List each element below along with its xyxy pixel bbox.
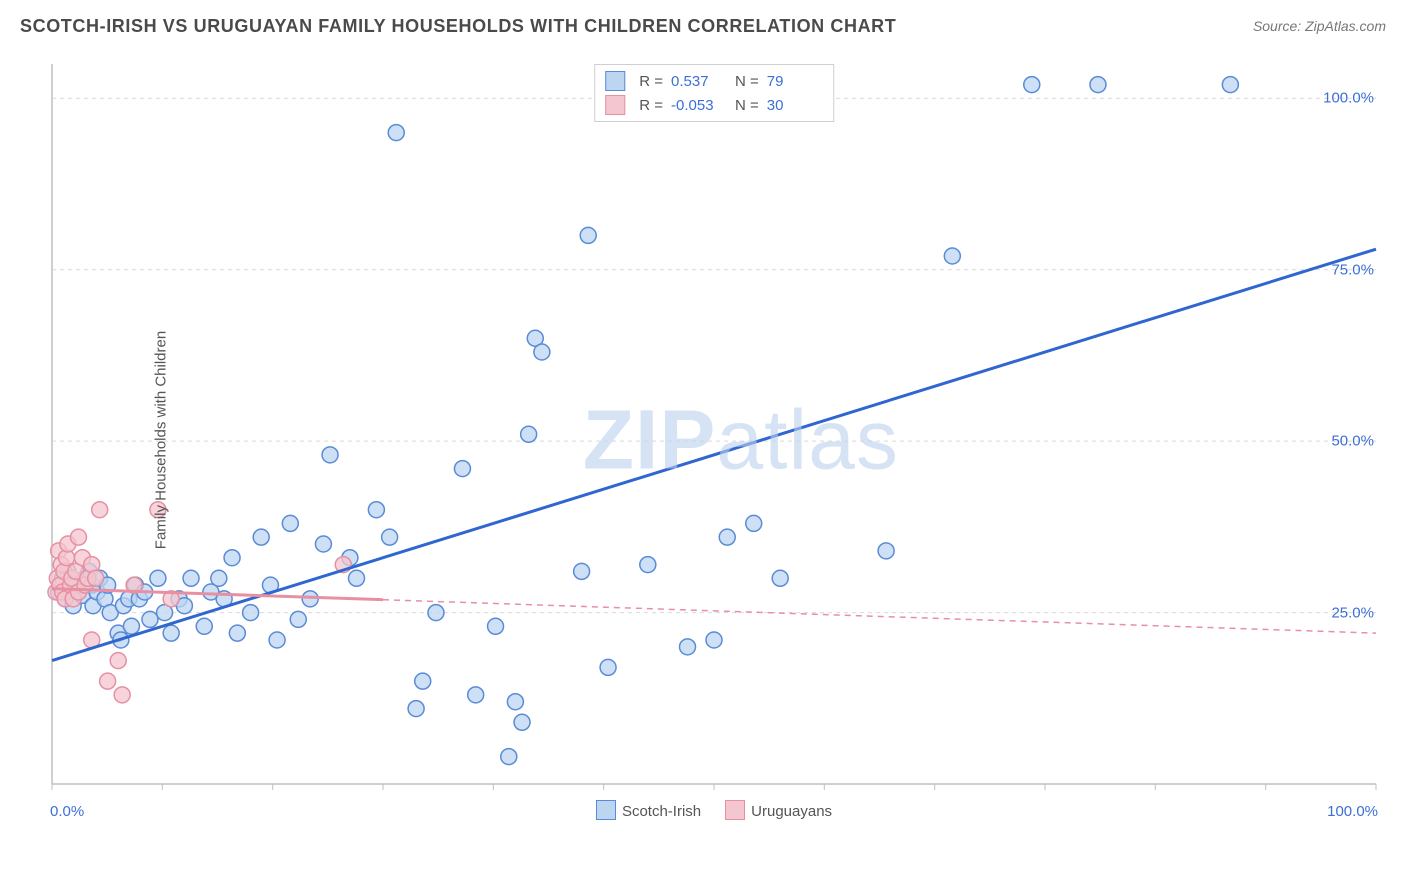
series-legend: Scotch-Irish Uruguayans xyxy=(44,800,1384,820)
y-tick-label: 25.0% xyxy=(1331,604,1374,621)
y-tick-label: 75.0% xyxy=(1331,261,1374,278)
y-tick-label: 50.0% xyxy=(1331,433,1374,450)
legend-swatch xyxy=(596,800,616,820)
legend-swatch xyxy=(605,71,625,91)
legend-swatch xyxy=(725,800,745,820)
legend-item-scotch_irish: Scotch-Irish xyxy=(596,800,701,820)
legend-label: Uruguayans xyxy=(751,803,832,820)
corr-row-scotch_irish: R =0.537N =79 xyxy=(605,69,823,93)
legend-swatch xyxy=(605,95,625,115)
correlation-legend: R =0.537N =79R =-0.053N =30 xyxy=(594,64,834,122)
legend-label: Scotch-Irish xyxy=(622,803,701,820)
chart-title: SCOTCH-IRISH VS URUGUAYAN FAMILY HOUSEHO… xyxy=(20,16,896,37)
legend-item-uruguayans: Uruguayans xyxy=(725,800,832,820)
source-label: Source: ZipAtlas.com xyxy=(1253,18,1386,34)
corr-row-uruguayans: R =-0.053N =30 xyxy=(605,93,823,117)
plot-area: Family Households with Children ZIPatlas… xyxy=(44,60,1384,820)
y-tick-label: 100.0% xyxy=(1323,90,1374,107)
scatter-svg xyxy=(44,60,1384,820)
y-axis-label: Family Households with Children xyxy=(153,331,170,549)
